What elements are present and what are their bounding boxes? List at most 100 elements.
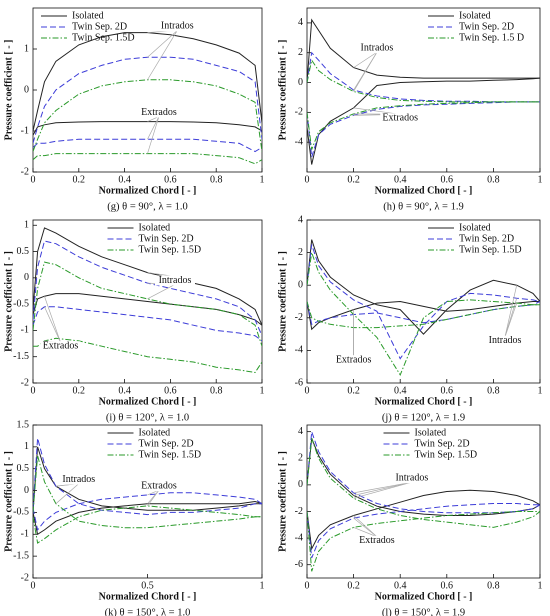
legend-label: Twin Sep. 2D bbox=[139, 438, 194, 449]
legend-label: Twin Sep. 1.5D bbox=[139, 449, 202, 460]
series-line bbox=[33, 79, 262, 152]
y-tick-label: -1 bbox=[21, 325, 29, 336]
y-tick-label: -1.5 bbox=[13, 550, 29, 561]
annotation: Intrados bbox=[489, 335, 522, 346]
legend-label: Twin Sep. 1.5 D bbox=[459, 32, 524, 43]
y-tick-label: -2 bbox=[295, 312, 303, 323]
x-tick-label: 0.4 bbox=[118, 174, 131, 185]
series-line bbox=[33, 293, 262, 326]
caption: (l) θ = 150°, λ = 1.9 bbox=[382, 607, 465, 616]
leader-line bbox=[44, 296, 61, 343]
legend-label: Isolated bbox=[72, 10, 104, 21]
x-tick-label: 0.4 bbox=[394, 174, 407, 185]
y-tick-label: 2 bbox=[298, 453, 303, 464]
series-line bbox=[307, 58, 540, 103]
y-axis-label: Pressure coefficient [ - ] bbox=[277, 251, 288, 352]
panel: 0 0.2 0.4 0.6 0.8 1 -6 -4 -2 0 2 4 Normalized Chord … bbox=[277, 214, 542, 423]
series-line bbox=[307, 301, 540, 329]
series-line bbox=[33, 121, 262, 136]
y-tick-label: -4 bbox=[295, 345, 303, 356]
caption: (k) θ = 150°, λ = 1.0 bbox=[105, 607, 191, 616]
x-tick-label: 0 bbox=[305, 385, 310, 396]
series-line bbox=[307, 77, 540, 165]
y-axis-label: Pressure coefficient [ - ] bbox=[3, 451, 14, 552]
x-tick-label: 0.2 bbox=[347, 385, 360, 396]
x-tick-label: 1 bbox=[260, 580, 265, 591]
x-tick-label: 0.6 bbox=[441, 174, 454, 185]
series-line bbox=[33, 261, 262, 347]
x-tick-label: 1 bbox=[538, 385, 543, 396]
annotation: Extrados bbox=[141, 480, 177, 491]
y-tick-label: 0 bbox=[298, 77, 303, 88]
leader-line bbox=[353, 107, 401, 115]
annotation-bg bbox=[333, 355, 374, 366]
x-tick-label: 0.2 bbox=[347, 174, 360, 185]
panel: 0 0.2 0.4 0.6 0.8 1 -2 -1.5 -1 -0.5 0 0.5 1 Normalize… bbox=[3, 220, 264, 424]
leader-line bbox=[147, 116, 160, 140]
legend-label: Twin Sep. 2D bbox=[139, 233, 194, 244]
leader-line bbox=[353, 481, 412, 499]
series-line bbox=[307, 438, 540, 528]
annotation-bg bbox=[138, 107, 179, 118]
y-tick-label: 1.5 bbox=[17, 419, 30, 430]
series-line bbox=[33, 56, 262, 144]
leader-line bbox=[353, 517, 378, 538]
leader-line bbox=[147, 30, 178, 80]
series-line bbox=[33, 337, 262, 374]
y-tick-label: 0 bbox=[298, 279, 303, 290]
x-tick-label: 0.2 bbox=[73, 385, 86, 396]
annotation-bg bbox=[58, 474, 99, 485]
leader-line bbox=[353, 527, 378, 538]
legend-label: Isolated bbox=[459, 10, 491, 21]
x-tick-label: 0.8 bbox=[210, 174, 223, 185]
annotation: Extrados bbox=[359, 535, 395, 546]
y-tick-label: -2 bbox=[21, 166, 29, 177]
leader-line bbox=[504, 285, 518, 337]
y-axis-label: Pressure coefficient [ - ] bbox=[277, 40, 288, 141]
x-axis-label: Normalized Chord [ - ] bbox=[99, 591, 197, 602]
y-tick-label: -2 bbox=[295, 107, 303, 118]
x-tick-label: 1 bbox=[260, 174, 265, 185]
series-line bbox=[307, 101, 540, 150]
annotation: Extrados bbox=[382, 113, 418, 124]
y-axis-label: Pressure coefficient [ - ] bbox=[3, 40, 14, 141]
legend-label: Twin Sep. 2D bbox=[459, 21, 514, 32]
y-tick-label: 1 bbox=[24, 441, 29, 452]
y-tick-label: -6 bbox=[295, 559, 303, 570]
y-tick-label: -2 bbox=[21, 377, 29, 388]
y-tick-label: -2 bbox=[21, 572, 29, 583]
plot-frame bbox=[306, 424, 541, 579]
y-axis-label: Pressure coefficient [ - ] bbox=[3, 251, 14, 352]
x-tick-label: 0 bbox=[305, 174, 310, 185]
series-line bbox=[33, 492, 262, 532]
annotation: Extrados bbox=[43, 340, 79, 351]
y-tick-label: 1 bbox=[24, 220, 29, 231]
annotation-bg bbox=[157, 21, 198, 32]
annotation-bg bbox=[154, 275, 195, 286]
series-line bbox=[307, 18, 540, 83]
y-tick-label: -1.5 bbox=[13, 351, 29, 362]
x-tick-label: 1 bbox=[260, 385, 265, 396]
series-line bbox=[307, 489, 540, 551]
y-tick-label: -2 bbox=[295, 506, 303, 517]
legend-label: Twin Sep. 2D bbox=[459, 233, 514, 244]
annotation: Extrados bbox=[141, 107, 177, 118]
y-tick-label: 0 bbox=[24, 84, 29, 95]
leader-line bbox=[353, 52, 378, 92]
series-line bbox=[307, 244, 540, 360]
legend-label: Twin Sep. 2D bbox=[72, 21, 127, 32]
y-tick-label: -4 bbox=[295, 532, 303, 543]
x-tick-label: 0 bbox=[31, 385, 36, 396]
series-line bbox=[33, 138, 262, 153]
x-tick-label: 0.8 bbox=[487, 580, 500, 591]
plot-frame bbox=[32, 219, 263, 384]
legend-label: Isolated bbox=[139, 427, 171, 438]
series-line bbox=[33, 153, 262, 165]
caption: (j) θ = 120°, λ = 1.9 bbox=[382, 412, 465, 423]
x-tick-label: 0.4 bbox=[394, 580, 407, 591]
leader-line bbox=[147, 489, 160, 507]
x-tick-label: 1 bbox=[538, 174, 543, 185]
series-line bbox=[307, 239, 540, 335]
legend-label: Twin Sep. 1.5D bbox=[459, 244, 522, 255]
